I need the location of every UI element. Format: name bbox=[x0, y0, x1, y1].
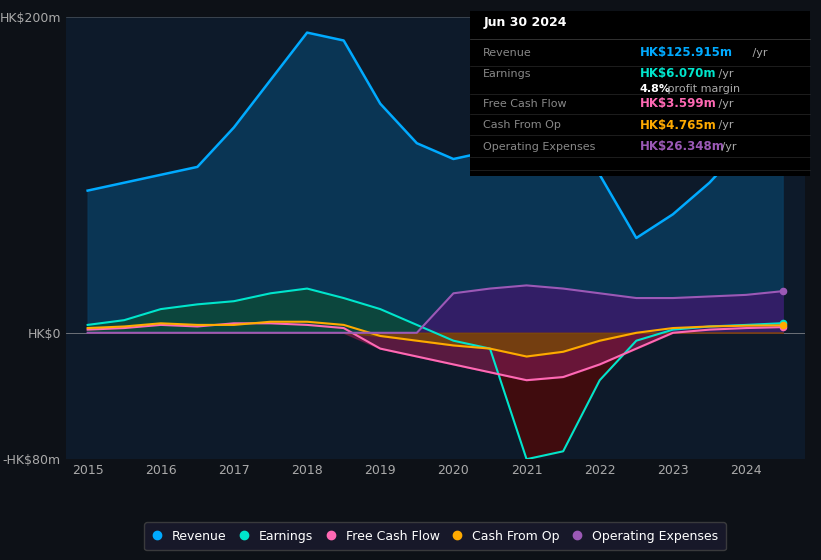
Point bbox=[776, 129, 789, 138]
Text: profit margin: profit margin bbox=[664, 84, 740, 94]
Text: Free Cash Flow: Free Cash Flow bbox=[484, 99, 566, 109]
Text: HK$3.599m: HK$3.599m bbox=[640, 97, 717, 110]
Text: HK$4.765m: HK$4.765m bbox=[640, 119, 717, 132]
Text: Revenue: Revenue bbox=[484, 48, 532, 58]
Point bbox=[776, 321, 789, 330]
Text: /yr: /yr bbox=[715, 69, 733, 79]
Text: HK$26.348m: HK$26.348m bbox=[640, 140, 725, 153]
Text: Earnings: Earnings bbox=[484, 69, 532, 79]
Text: Jun 30 2024: Jun 30 2024 bbox=[484, 16, 566, 29]
Text: /yr: /yr bbox=[715, 120, 733, 130]
Text: Cash From Op: Cash From Op bbox=[484, 120, 561, 130]
Legend: Revenue, Earnings, Free Cash Flow, Cash From Op, Operating Expenses: Revenue, Earnings, Free Cash Flow, Cash … bbox=[144, 522, 726, 550]
Text: Operating Expenses: Operating Expenses bbox=[484, 142, 595, 152]
Text: HK$125.915m: HK$125.915m bbox=[640, 46, 733, 59]
Point bbox=[776, 287, 789, 296]
Text: HK$6.070m: HK$6.070m bbox=[640, 67, 717, 81]
Text: /yr: /yr bbox=[749, 48, 768, 58]
Text: /yr: /yr bbox=[715, 99, 733, 109]
Point bbox=[776, 323, 789, 332]
Text: /yr: /yr bbox=[718, 142, 736, 152]
Text: 4.8%: 4.8% bbox=[640, 84, 671, 94]
Point bbox=[776, 319, 789, 328]
